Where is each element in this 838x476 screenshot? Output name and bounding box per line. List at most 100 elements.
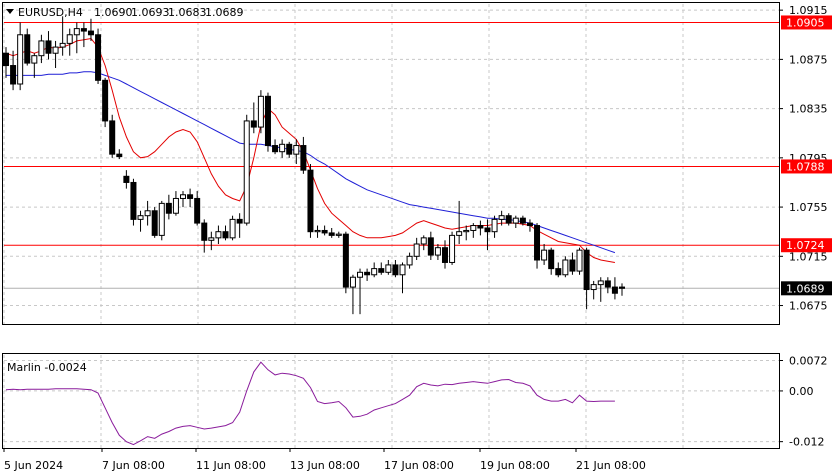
candle[interactable] — [456, 200, 463, 244]
candle[interactable] — [463, 225, 470, 241]
candle[interactable] — [406, 252, 413, 269]
candle[interactable] — [17, 22, 24, 91]
candle[interactable] — [95, 28, 102, 84]
candle[interactable] — [257, 90, 264, 134]
candle[interactable] — [491, 215, 498, 238]
candle[interactable] — [137, 210, 144, 232]
candle[interactable] — [208, 231, 215, 251]
candle[interactable] — [342, 231, 349, 294]
candle[interactable] — [52, 40, 59, 68]
level-badge — [781, 159, 832, 174]
price-panel — [2, 2, 780, 325]
candle[interactable] — [611, 277, 618, 300]
candle[interactable] — [151, 207, 158, 238]
collapse-arrow-icon[interactable] — [6, 9, 14, 14]
candle-body — [392, 264, 399, 276]
candle[interactable] — [349, 274, 356, 315]
candle-body — [335, 233, 342, 236]
candle[interactable] — [314, 225, 321, 238]
candle[interactable] — [498, 210, 505, 226]
candle[interactable] — [165, 194, 172, 220]
candle[interactable] — [24, 28, 31, 66]
candle[interactable] — [512, 215, 519, 228]
candle[interactable] — [3, 47, 9, 78]
candle[interactable] — [477, 220, 484, 236]
candle[interactable] — [300, 136, 307, 174]
candle[interactable] — [392, 260, 399, 278]
candle[interactable] — [243, 114, 250, 226]
candle[interactable] — [470, 223, 477, 238]
candle[interactable] — [505, 213, 512, 226]
candle[interactable] — [279, 139, 286, 158]
candle[interactable] — [526, 219, 533, 232]
candle[interactable] — [116, 149, 123, 160]
x-tick-label: 17 Jun 08:00 — [384, 459, 454, 472]
candle[interactable] — [534, 223, 541, 269]
candle[interactable] — [229, 215, 236, 241]
candle[interactable] — [449, 231, 456, 265]
candle[interactable] — [441, 240, 448, 269]
candle[interactable] — [399, 262, 406, 294]
candle[interactable] — [102, 77, 109, 128]
candle[interactable] — [130, 178, 137, 226]
candle[interactable] — [123, 170, 130, 189]
candle[interactable] — [194, 191, 201, 226]
candle[interactable] — [619, 283, 625, 296]
candle[interactable] — [583, 247, 590, 310]
candle[interactable] — [335, 231, 342, 238]
candle[interactable] — [272, 139, 279, 155]
candle[interactable] — [434, 244, 441, 260]
candle[interactable] — [215, 225, 222, 244]
candle[interactable] — [59, 16, 66, 56]
candle[interactable] — [73, 22, 80, 54]
candle[interactable] — [31, 53, 38, 78]
candle[interactable] — [364, 268, 371, 281]
candle[interactable] — [555, 262, 562, 278]
candle[interactable] — [562, 256, 569, 278]
candle[interactable] — [109, 114, 116, 158]
candle[interactable] — [172, 191, 179, 216]
candle[interactable] — [158, 200, 165, 241]
candle[interactable] — [385, 260, 392, 275]
candle[interactable] — [484, 219, 491, 251]
candle[interactable] — [87, 18, 94, 41]
candle-body — [279, 143, 286, 153]
candle[interactable] — [371, 262, 378, 278]
candle[interactable] — [541, 244, 548, 265]
candle[interactable] — [10, 50, 17, 91]
candle[interactable] — [250, 102, 257, 134]
candle-body — [102, 79, 109, 122]
candle-body — [158, 202, 165, 236]
candle[interactable] — [180, 191, 187, 208]
current-price-label: 1.0689 — [786, 282, 825, 295]
candle[interactable] — [307, 164, 314, 238]
candle[interactable] — [38, 34, 45, 64]
candle[interactable] — [576, 247, 583, 275]
candle[interactable] — [420, 235, 427, 251]
candle[interactable] — [222, 225, 229, 241]
candle[interactable] — [604, 277, 611, 294]
candle[interactable] — [201, 219, 208, 253]
candle[interactable] — [413, 237, 420, 260]
candle[interactable] — [45, 31, 52, 60]
candle-body — [59, 42, 66, 48]
candle[interactable] — [519, 215, 526, 226]
candle[interactable] — [427, 231, 434, 260]
candle[interactable] — [321, 225, 328, 236]
candle[interactable] — [378, 262, 385, 275]
candle[interactable] — [357, 268, 364, 315]
candle[interactable] — [293, 139, 300, 164]
candle[interactable] — [590, 280, 597, 300]
candle[interactable] — [144, 200, 151, 226]
candle[interactable] — [187, 188, 194, 208]
candle[interactable] — [286, 141, 293, 158]
candle[interactable] — [236, 213, 243, 238]
candle[interactable] — [328, 228, 335, 238]
candle[interactable] — [264, 92, 271, 152]
candle[interactable] — [80, 22, 87, 48]
candle-body — [172, 197, 179, 214]
candle[interactable] — [569, 252, 576, 275]
candle[interactable] — [597, 277, 604, 302]
candle[interactable] — [548, 247, 555, 275]
candle[interactable] — [66, 28, 73, 56]
